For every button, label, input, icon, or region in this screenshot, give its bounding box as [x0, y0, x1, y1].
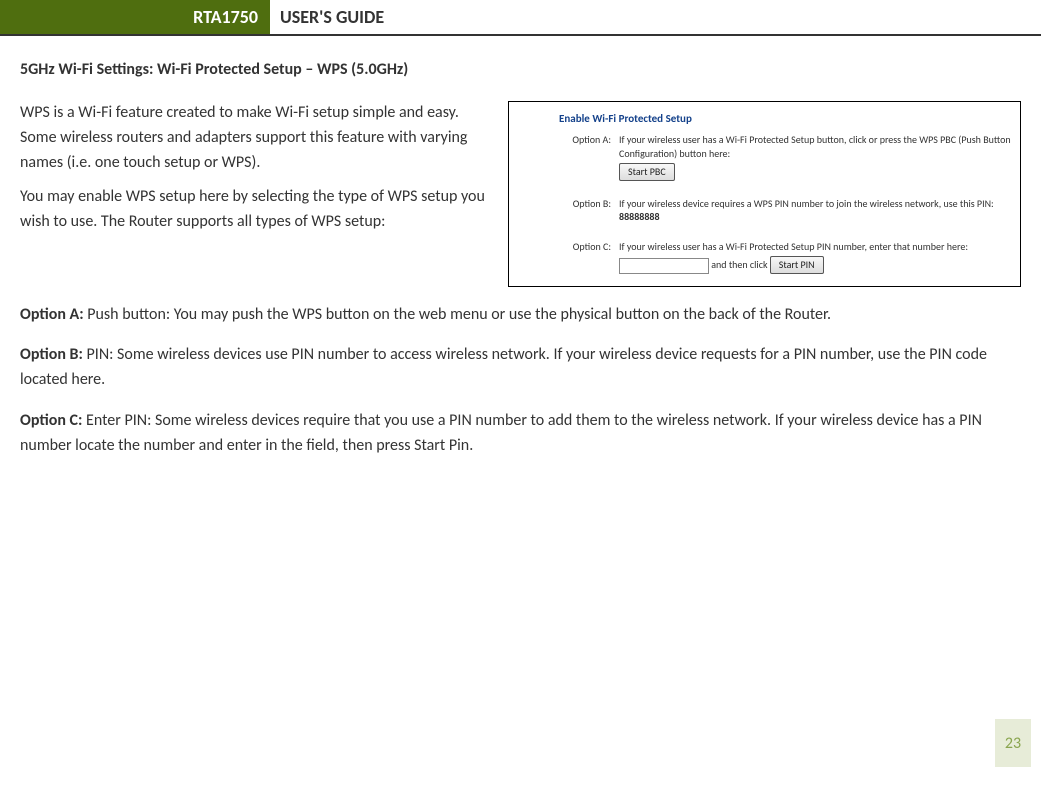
screenshot-option-b-label: Option B:	[517, 197, 619, 224]
section-title: 5GHz Wi-Fi Settings: Wi-Fi Protected Set…	[20, 60, 1021, 79]
screenshot-option-c-suffix: and then click	[709, 258, 770, 271]
page-number: 23	[995, 719, 1031, 767]
option-a-paragraph: Option A: Push button: You may push the …	[20, 303, 1021, 328]
wps-screenshot: Enable Wi-Fi Protected Setup Option A: I…	[508, 101, 1021, 287]
start-pbc-button[interactable]: Start PBC	[619, 163, 675, 181]
option-b-paragraph: Option B: PIN: Some wireless devices use…	[20, 343, 1021, 393]
intro-text: WPS is a Wi-Fi feature created to make W…	[20, 101, 494, 287]
option-b-text: PIN: Some wireless devices use PIN numbe…	[20, 345, 987, 389]
intro-paragraph-1: WPS is a Wi-Fi feature created to make W…	[20, 101, 494, 175]
screenshot-option-a-text: If your wireless user has a Wi-Fi Protec…	[619, 133, 1011, 160]
screenshot-option-a-label: Option A:	[517, 133, 619, 181]
page-header: RTA1750 USER'S GUIDE	[0, 0, 1041, 36]
header-model: RTA1750	[0, 0, 270, 34]
intro-row: WPS is a Wi-Fi feature created to make W…	[20, 101, 1021, 287]
option-b-label: Option B:	[20, 345, 83, 364]
page-content: 5GHz Wi-Fi Settings: Wi-Fi Protected Set…	[0, 60, 1041, 459]
screenshot-option-c: Option C: If your wireless user has a Wi…	[517, 240, 1012, 274]
screenshot-option-b: Option B: If your wireless device requir…	[517, 197, 1012, 224]
option-c-text: Enter PIN: Some wireless devices require…	[20, 411, 982, 455]
header-title: USER'S GUIDE	[270, 0, 1041, 34]
screenshot-title: Enable Wi-Fi Protected Setup	[559, 112, 1012, 125]
screenshot-option-a: Option A: If your wireless user has a Wi…	[517, 133, 1012, 181]
screenshot-option-b-pin: 88888888	[619, 210, 660, 223]
screenshot-option-b-text: If your wireless device requires a WPS P…	[619, 197, 994, 210]
option-c-paragraph: Option C: Enter PIN: Some wireless devic…	[20, 409, 1021, 459]
intro-paragraph-2: You may enable WPS setup here by selecti…	[20, 185, 494, 235]
option-a-label: Option A:	[20, 305, 84, 324]
option-c-label: Option C:	[20, 411, 82, 430]
option-a-text: Push button: You may push the WPS button…	[84, 305, 831, 324]
screenshot-option-c-label: Option C:	[517, 240, 619, 274]
screenshot-option-c-text: If your wireless user has a Wi-Fi Protec…	[619, 240, 968, 253]
pin-input[interactable]	[619, 258, 709, 274]
start-pin-button[interactable]: Start PIN	[770, 256, 824, 274]
